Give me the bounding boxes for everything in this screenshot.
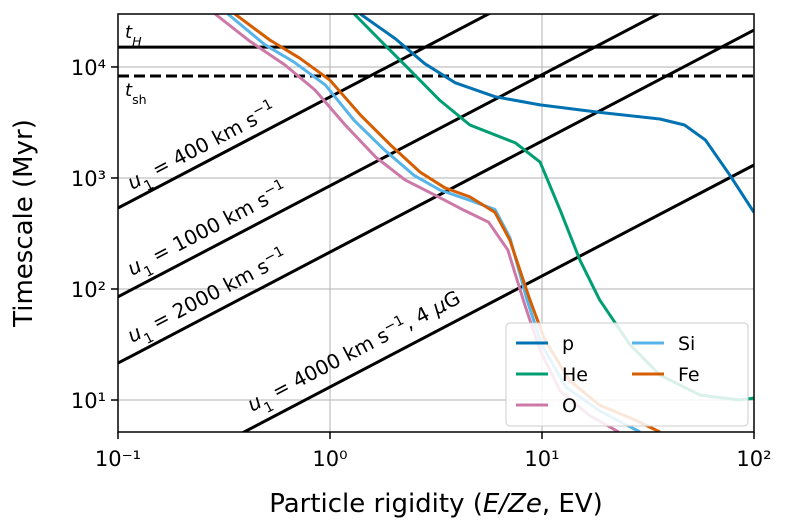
reference-line-label-part: = 400 km s (142, 107, 261, 185)
x-axis-label: Particle rigidity (E/Ze, EV) (269, 489, 603, 519)
plot-area (118, 14, 754, 432)
y-tick-label: 10³ (71, 167, 106, 191)
hline-label-part: sh (132, 92, 147, 107)
axes-frame (117, 13, 755, 433)
reference-line-label-part: = 2000 km s (142, 254, 272, 338)
legend-label: Si (678, 333, 695, 355)
series-line (359, 14, 754, 214)
y-tick-label: 10¹ (71, 389, 106, 413)
legend-box (505, 322, 749, 427)
x-tick-label: 10² (736, 447, 771, 471)
x-axis-label-part: Particle rigidity ( (269, 489, 483, 519)
reference-line (118, 14, 492, 210)
hline-label: tsh (125, 80, 147, 107)
y-axis-label: Timescale (Myr) (9, 119, 39, 328)
legend: p He O Si Fe (505, 322, 749, 427)
x-tick-label: 10¹ (524, 447, 559, 471)
x-axis-label-part: E/Ze (483, 489, 542, 519)
y-tick-label: 10² (71, 278, 106, 302)
hline-label-part: t (125, 80, 133, 101)
legend-label: He (562, 364, 588, 386)
reference-line (240, 163, 754, 432)
y-tick-label: 10⁴ (71, 56, 106, 80)
hline-label-part: t (125, 22, 133, 43)
x-axis-label-part: , EV) (542, 489, 603, 519)
hline-label: tH (125, 22, 142, 49)
x-tick-label: 10⁻¹ (95, 447, 141, 471)
legend-label: Fe (678, 364, 700, 386)
reference-line-label: u1 = 400 km s−1 (123, 96, 283, 200)
reference-line (118, 14, 662, 299)
legend-label: p (562, 333, 574, 355)
reference-line-label: u1 = 4000 km s−1, 4 μG (243, 284, 468, 422)
x-tick-label: 10⁰ (312, 447, 347, 471)
legend-label: O (562, 395, 577, 417)
hline-label-part: H (132, 34, 142, 49)
